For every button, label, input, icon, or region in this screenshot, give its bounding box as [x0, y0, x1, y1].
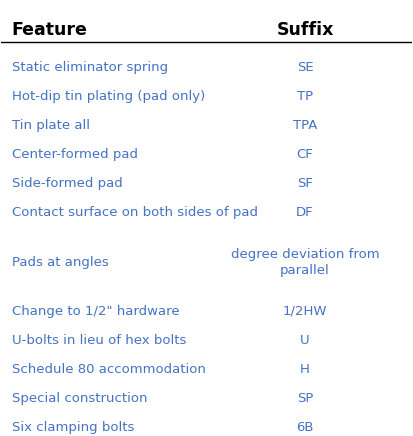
Text: DF: DF	[296, 206, 314, 219]
Text: degree deviation from
parallel: degree deviation from parallel	[230, 248, 379, 276]
Text: Hot-dip tin plating (pad only): Hot-dip tin plating (pad only)	[12, 90, 205, 103]
Text: Suffix: Suffix	[276, 20, 334, 39]
Text: Tin plate all: Tin plate all	[12, 119, 90, 132]
Text: H: H	[300, 363, 310, 376]
Text: 1/2HW: 1/2HW	[283, 305, 327, 318]
Text: Static eliminator spring: Static eliminator spring	[12, 61, 168, 74]
Text: Side-formed pad: Side-formed pad	[12, 177, 122, 190]
Text: Center-formed pad: Center-formed pad	[12, 148, 138, 161]
Text: CF: CF	[297, 148, 313, 161]
Text: TP: TP	[297, 90, 313, 103]
Text: SP: SP	[297, 392, 313, 405]
Text: TPA: TPA	[293, 119, 317, 132]
Text: U: U	[300, 334, 310, 347]
Text: Change to 1/2" hardware: Change to 1/2" hardware	[12, 305, 179, 318]
Text: Feature: Feature	[12, 20, 88, 39]
Text: Schedule 80 accommodation: Schedule 80 accommodation	[12, 363, 206, 376]
Text: SF: SF	[297, 177, 313, 190]
Text: Six clamping bolts: Six clamping bolts	[12, 421, 134, 434]
Text: 6B: 6B	[296, 421, 314, 434]
Text: Contact surface on both sides of pad: Contact surface on both sides of pad	[12, 206, 258, 219]
Text: U-bolts in lieu of hex bolts: U-bolts in lieu of hex bolts	[12, 334, 186, 347]
Text: SE: SE	[297, 61, 313, 74]
Text: Pads at angles: Pads at angles	[12, 255, 108, 269]
Text: Special construction: Special construction	[12, 392, 147, 405]
